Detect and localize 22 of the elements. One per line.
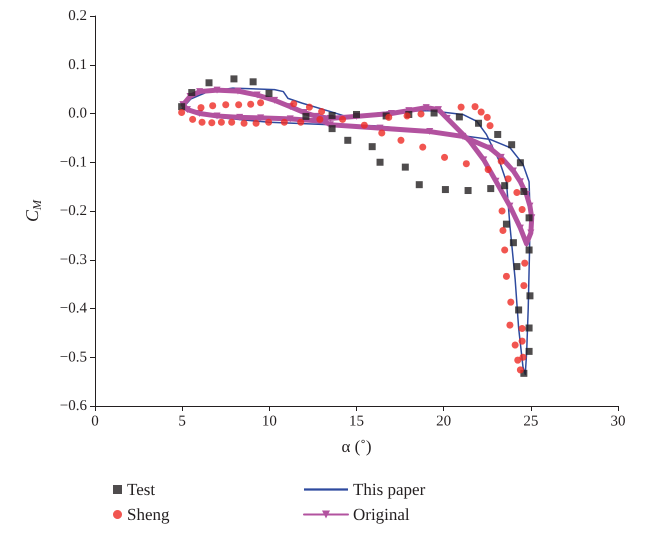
legend-label: This paper: [353, 480, 426, 499]
legend-label: Sheng: [127, 505, 170, 524]
x-tick-label: 0: [91, 414, 99, 430]
y-tick-label: −0.1: [60, 154, 87, 170]
x-tick-label: 25: [523, 414, 538, 430]
x-tick-label: 10: [262, 414, 277, 430]
y-axis-title: CM: [22, 198, 44, 222]
y-tick-label: −0.6: [60, 398, 88, 414]
legend-label: Test: [127, 480, 156, 499]
y-tick-label: 0.2: [68, 8, 87, 24]
x-tick-label: 5: [178, 414, 186, 430]
y-tick-label: −0.2: [60, 203, 87, 219]
x-tick-label: 20: [436, 414, 452, 430]
x-axis-title: α (˚): [341, 437, 372, 456]
y-tick-label: −0.3: [60, 252, 87, 268]
y-tick-label: 0.0: [68, 106, 87, 122]
legend-label: Original: [353, 505, 410, 524]
y-tick-label: −0.5: [60, 349, 87, 366]
y-tick-label: −0.4: [60, 300, 88, 316]
x-tick-label: 30: [610, 414, 626, 430]
y-tick-label: 0.1: [68, 56, 87, 73]
x-tick-label: 15: [349, 414, 364, 430]
